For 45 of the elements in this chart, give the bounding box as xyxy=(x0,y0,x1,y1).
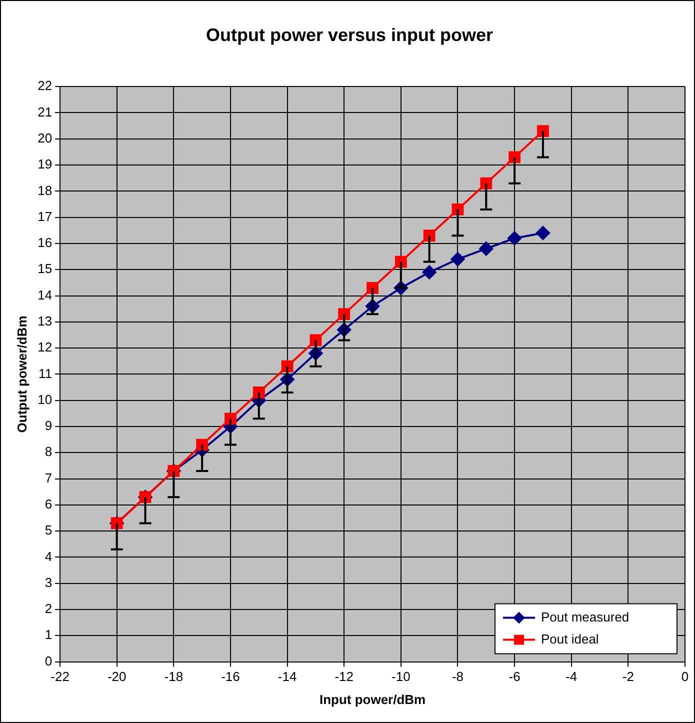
x-tick-label: -10 xyxy=(392,669,410,684)
x-tick-label: -2 xyxy=(622,669,634,684)
x-tick-label: -20 xyxy=(107,669,126,684)
x-tick-label: -6 xyxy=(508,669,520,684)
x-tick-label: -8 xyxy=(452,669,464,684)
y-tick-label: 17 xyxy=(38,208,52,224)
y-tick-label: 20 xyxy=(38,130,52,146)
point xyxy=(479,242,494,256)
x-tick-label: -12 xyxy=(334,669,354,684)
y-tick-label: 16 xyxy=(38,235,52,250)
y-tick-label: 2 xyxy=(44,601,52,616)
point xyxy=(450,252,465,266)
y-tick-label: 11 xyxy=(38,366,52,381)
y-tick-label: 13 xyxy=(38,313,52,328)
y-tick-label: 6 xyxy=(44,496,52,512)
legend-label: Pout measured xyxy=(541,609,630,624)
y-tick-label: 5 xyxy=(44,522,52,538)
x-tick-label: -22 xyxy=(50,669,70,684)
y-tick-label: 7 xyxy=(44,470,52,486)
x-tick-label: -14 xyxy=(278,669,297,684)
y-tick-label: 4 xyxy=(44,548,52,564)
y-tick-label: 0 xyxy=(44,653,52,668)
y-tick-label: 22 xyxy=(38,78,52,94)
y-tick-label: 3 xyxy=(44,574,52,590)
y-tick-label: 8 xyxy=(44,444,52,460)
x-tick-label: -4 xyxy=(566,669,578,684)
y-tick-label: 18 xyxy=(38,182,52,198)
legend-label: Pout ideal xyxy=(541,631,599,646)
point xyxy=(422,265,436,280)
y-tick-label: 14 xyxy=(38,287,52,302)
y-tick-label: 1 xyxy=(44,627,52,642)
chart-title: Output power versus input power xyxy=(206,24,494,45)
y-tick-label: 21 xyxy=(38,104,52,120)
x-tick-label: 0 xyxy=(681,669,689,684)
y-tick-label: 9 xyxy=(44,418,52,434)
x-tick-label: -16 xyxy=(221,669,240,684)
y-tick-label: 15 xyxy=(38,261,52,276)
y-tick-label: 19 xyxy=(38,156,52,172)
x-axis-title: Input power/dBm xyxy=(319,692,426,707)
y-tick-label: 12 xyxy=(38,340,52,355)
point xyxy=(536,226,550,240)
point xyxy=(508,231,522,246)
x-tick-label: -18 xyxy=(164,669,184,684)
y-tick-label: 10 xyxy=(38,392,52,407)
y-axis-title: Output power/dBm xyxy=(14,316,30,433)
